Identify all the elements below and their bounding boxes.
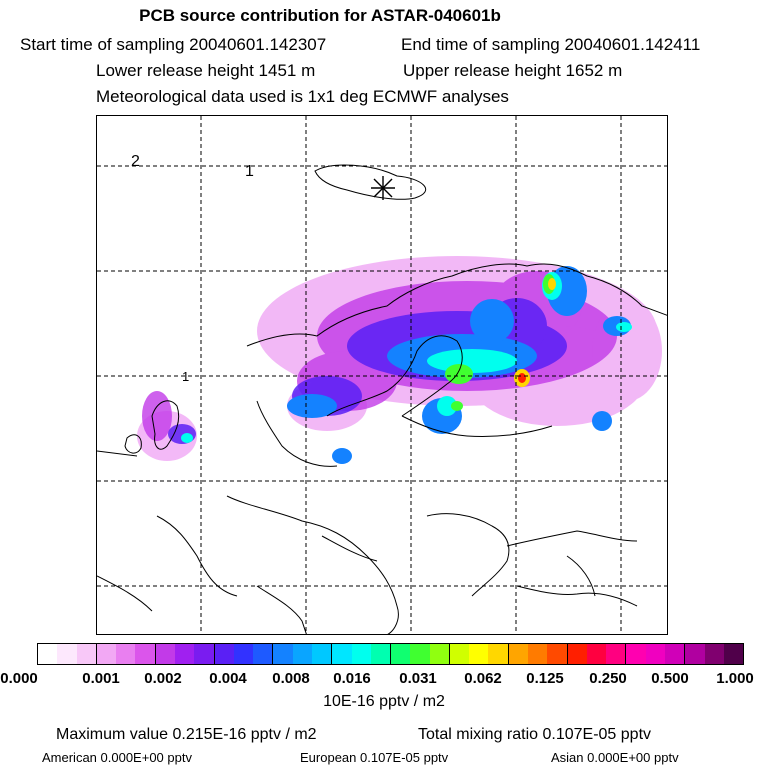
map-panel: 2 1 1 [96, 115, 668, 635]
tick-label: 0.125 [526, 670, 564, 687]
tick-label: 0.000 [0, 670, 38, 687]
colorbar [37, 643, 744, 665]
tick-label: 0.002 [144, 670, 182, 687]
colorbar-segment [273, 644, 293, 664]
colorbar-segment [547, 644, 568, 664]
colorbar-segment [410, 644, 430, 664]
colorbar-segment [567, 644, 587, 664]
coastlines [97, 164, 667, 634]
colorbar-segment [155, 644, 175, 664]
colorbar-segment [626, 644, 646, 664]
colorbar-segment [488, 644, 509, 664]
tick-label: 0.250 [589, 670, 627, 687]
colorbar-segment [116, 644, 136, 664]
start-time: Start time of sampling 20040601.142307 [20, 35, 327, 54]
upper-release-height: Upper release height 1652 m [403, 61, 623, 80]
tick-label: 0.062 [464, 670, 502, 687]
colorbar-segment [96, 644, 117, 664]
colorbar-segment [370, 644, 392, 664]
met-data-note: Meteorological data used is 1x1 deg ECMW… [96, 87, 509, 106]
tick-label: 0.008 [272, 670, 310, 687]
tick-label: 1.000 [716, 670, 754, 687]
colorbar-unit: 10E-16 pptv / m2 [323, 693, 445, 710]
lower-release-height: Lower release height 1451 m [96, 61, 316, 80]
graticule [97, 116, 667, 634]
asian-contribution: Asian 0.000E+00 pptv [551, 750, 679, 765]
colorbar-segment [528, 644, 548, 664]
colorbar-segment [429, 644, 450, 664]
colorbar-segment [391, 644, 411, 664]
colorbar-segment [194, 644, 215, 664]
colorbar-segment [174, 644, 195, 664]
american-contribution: American 0.000E+00 pptv [42, 750, 192, 765]
colorbar-segment [586, 644, 607, 664]
grid-label-2: 2 [131, 153, 140, 170]
tick-label: 0.031 [399, 670, 437, 687]
tick-label: 0.016 [333, 670, 371, 687]
tick-label: 0.004 [209, 670, 247, 687]
colorbar-segment [449, 644, 470, 664]
plot-title: PCB source contribution for ASTAR-040601… [139, 6, 501, 25]
colorbar-segment [311, 644, 333, 664]
colorbar-segment [469, 644, 489, 664]
colorbar-segment [57, 644, 77, 664]
colorbar-segment [704, 644, 724, 664]
colorbar-segment [723, 644, 744, 664]
colorbar-segment [38, 644, 58, 664]
total-mixing-ratio: Total mixing ratio 0.107E-05 pptv [418, 726, 652, 743]
colorbar-segment [685, 644, 705, 664]
max-value: Maximum value 0.215E-16 pptv / m2 [56, 726, 317, 743]
colorbar-segment [606, 644, 627, 664]
plume-concentration [137, 256, 662, 464]
grid-label-1: 1 [245, 163, 254, 180]
tick-label: 0.001 [82, 670, 120, 687]
colorbar-segment [292, 644, 312, 664]
release-site-star-icon [371, 176, 395, 200]
colorbar-segment [332, 644, 352, 664]
colorbar-segment [76, 644, 97, 664]
colorbar-segment [351, 644, 371, 664]
colorbar-segment [135, 644, 156, 664]
colorbar-segment [233, 644, 254, 664]
colorbar-segment [645, 644, 665, 664]
colorbar-segment [214, 644, 234, 664]
colorbar-segment [253, 644, 274, 664]
european-contribution: European 0.107E-05 pptv [300, 750, 449, 765]
end-time: End time of sampling 20040601.142411 [401, 35, 701, 54]
map-canvas: 2 1 1 [97, 116, 667, 634]
tick-label: 0.500 [651, 670, 689, 687]
grid-label-1b: 1 [182, 369, 189, 384]
colorbar-segment [508, 644, 529, 664]
colorbar-segment [665, 644, 686, 664]
